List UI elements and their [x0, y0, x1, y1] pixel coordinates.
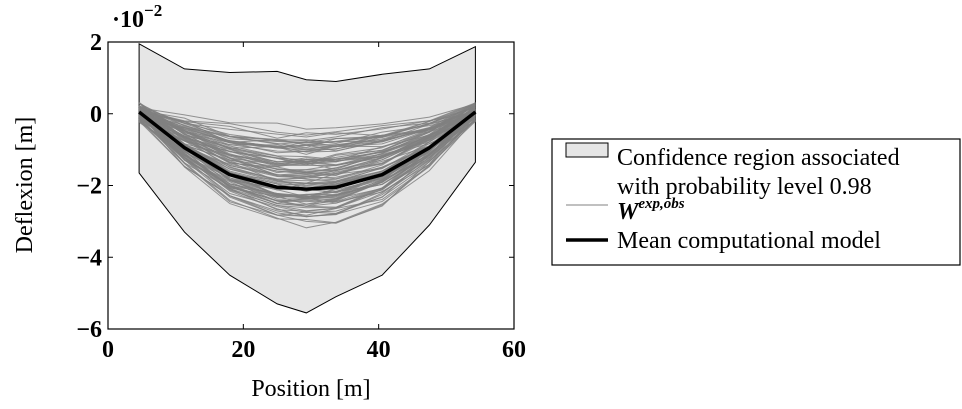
- legend-region-label-line1: Confidence region associated: [617, 145, 900, 171]
- observation-line: [139, 105, 476, 142]
- y-tick-label: 2: [90, 30, 102, 56]
- legend-region-label-line2: with probability level 0.98: [617, 174, 872, 200]
- observation-line: [138, 116, 476, 149]
- observation-line: [139, 103, 476, 130]
- mean-computational-model-line: [138, 110, 477, 191]
- observation-line: [138, 103, 476, 138]
- legend-box: [551, 138, 961, 266]
- observation-line: [138, 103, 476, 151]
- y-axis-label: Deflexion [m]: [12, 117, 38, 254]
- observation-line: [138, 110, 476, 139]
- x-tick-label: 20: [231, 337, 255, 363]
- x-tick-label: 40: [367, 337, 391, 363]
- observation-line: [138, 111, 476, 224]
- observation-line: [138, 105, 476, 207]
- y-multiplier: ·10−2: [112, 1, 162, 33]
- observation-line: [138, 102, 476, 136]
- observation-line: [138, 110, 476, 161]
- y-tick-label: −2: [76, 174, 102, 200]
- observation-line: [138, 114, 476, 203]
- y-tick-label: −6: [76, 317, 102, 343]
- y-tick-label: −4: [76, 245, 102, 271]
- legend-mean-label: Mean computational model: [617, 228, 881, 254]
- observed-realisations: [138, 102, 476, 229]
- x-tick-label: 0: [102, 337, 114, 363]
- legend: Confidence region associated with probab…: [551, 138, 961, 266]
- legend-observations-label: Wexp,obs: [617, 196, 685, 225]
- observation-line: [138, 109, 476, 181]
- legend-region-swatch: [565, 142, 609, 158]
- observation-line: [138, 106, 476, 170]
- y-axis-ticks: 2 0 −2 −4 −6: [76, 30, 514, 343]
- observation-line: [138, 105, 476, 176]
- y-tick-label: 0: [90, 102, 102, 128]
- observation-line: [138, 114, 476, 218]
- x-tick-label: 60: [502, 337, 526, 363]
- observation-line: [138, 107, 476, 174]
- plot-area: [138, 42, 477, 314]
- observation-line: [138, 104, 476, 203]
- observation-line: [138, 102, 476, 166]
- x-axis-label: Position [m]: [251, 376, 370, 402]
- observation-line: [138, 118, 476, 229]
- x-axis-ticks: 0 20 40 60: [102, 42, 526, 363]
- observation-line: [138, 103, 476, 143]
